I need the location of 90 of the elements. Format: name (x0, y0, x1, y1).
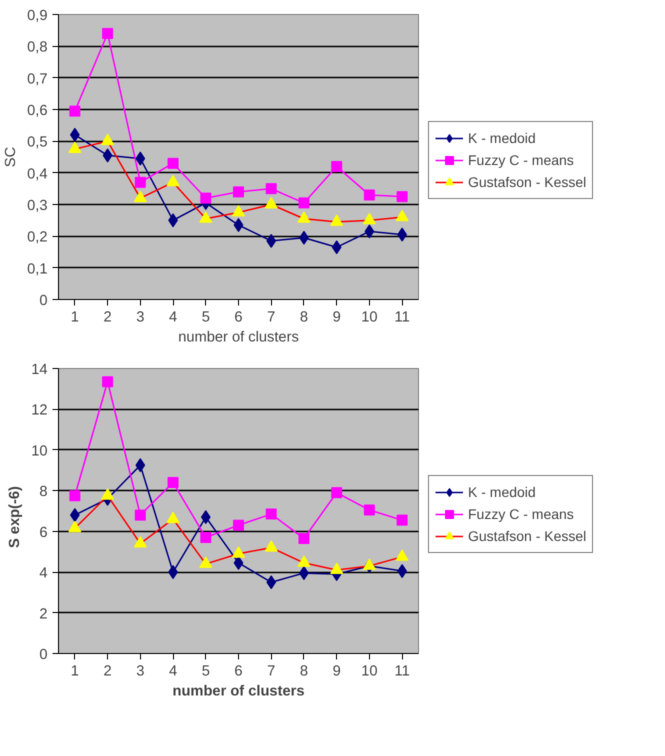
x-tick-label: 6 (234, 310, 243, 326)
point (200, 510, 211, 524)
point (331, 161, 342, 172)
point (199, 556, 212, 568)
point (396, 191, 408, 202)
point (168, 158, 179, 169)
x-tick-label: 8 (300, 664, 308, 680)
point (68, 142, 82, 154)
legend-label: K - medoid (468, 130, 536, 146)
point (266, 183, 277, 194)
point (69, 490, 80, 502)
point (102, 28, 114, 39)
y-tick-label: 10 (31, 443, 48, 460)
x-tick-label: 11 (394, 310, 410, 326)
legend-label: K - medoid (468, 484, 536, 500)
point (134, 510, 146, 521)
x-tick-label: 4 (168, 310, 178, 326)
y-tick-label: 2 (39, 606, 48, 622)
x-tick-label: 3 (136, 664, 144, 680)
point (232, 546, 245, 558)
point (396, 514, 408, 526)
x-tick-label: 3 (136, 310, 144, 326)
point (200, 532, 212, 543)
y-axis-title: S exp(-6) (7, 486, 24, 548)
y-tick-label: 6 (39, 524, 48, 541)
y-tick-label: 0,2 (27, 230, 48, 246)
x-tick-label: 6 (234, 664, 243, 680)
x-tick-label: 2 (104, 664, 112, 680)
point (266, 508, 277, 520)
y-tick-label: 0,6 (27, 103, 48, 119)
y-tick-label: 0,5 (27, 134, 48, 151)
point (362, 558, 376, 570)
point (298, 532, 310, 544)
x-axis-title: number of clusters (178, 330, 299, 346)
point (364, 504, 375, 516)
legend-label: Fuzzy C - means (468, 506, 574, 522)
point (331, 487, 342, 498)
point (68, 520, 82, 532)
legend-label: Gustafson - Kessel (468, 528, 586, 544)
y-tick-label: 0,4 (27, 166, 48, 182)
legend-label: Fuzzy C - means (468, 152, 574, 168)
x-tick-label: 9 (332, 664, 341, 680)
point (102, 376, 114, 388)
x-tick-label: 9 (332, 310, 341, 326)
x-tick-label: 4 (168, 664, 178, 680)
point (297, 555, 310, 567)
point (134, 176, 146, 188)
x-tick-label: 7 (267, 664, 276, 680)
point (266, 234, 276, 248)
point (364, 190, 375, 200)
y-tick-label: 0,3 (27, 198, 48, 214)
y-tick-label: 0,9 (27, 8, 48, 24)
point (396, 549, 409, 561)
point (264, 540, 278, 552)
x-tick-label: 11 (394, 664, 410, 680)
y-tick-label: 0 (39, 293, 48, 309)
point (200, 192, 212, 204)
point (168, 477, 179, 488)
x-axis-title: number of clusters (172, 684, 304, 700)
point (233, 186, 244, 198)
point (134, 536, 147, 548)
x-tick-label: 1 (70, 310, 79, 326)
point (135, 458, 146, 472)
point (166, 512, 180, 524)
x-tick-label: 10 (361, 310, 378, 326)
point (69, 106, 80, 117)
point (330, 562, 344, 574)
x-tick-label: 1 (70, 664, 79, 680)
x-tick-label: 10 (361, 664, 378, 680)
x-tick-label: 5 (202, 664, 210, 680)
point (266, 575, 276, 590)
point (135, 152, 146, 166)
x-tick-label: 2 (104, 310, 112, 326)
point (298, 197, 310, 208)
point (332, 240, 342, 254)
y-tick-label: 12 (31, 402, 48, 419)
legend-label: Gustafson - Kessel (468, 174, 586, 190)
x-tick-label: 5 (202, 310, 210, 326)
y-tick-label: 8 (39, 484, 48, 500)
point (233, 520, 244, 531)
point (101, 488, 114, 500)
y-tick-label: 4 (39, 566, 48, 582)
x-tick-label: 8 (300, 310, 308, 326)
y-axis-title: SC (3, 146, 20, 168)
y-tick-label: 14 (31, 362, 48, 378)
y-tick-label: 0,8 (27, 40, 48, 56)
x-tick-label: 7 (267, 310, 276, 326)
y-tick-label: 0 (39, 647, 48, 663)
y-tick-label: 0,1 (27, 261, 48, 278)
y-tick-label: 0,7 (27, 71, 48, 88)
